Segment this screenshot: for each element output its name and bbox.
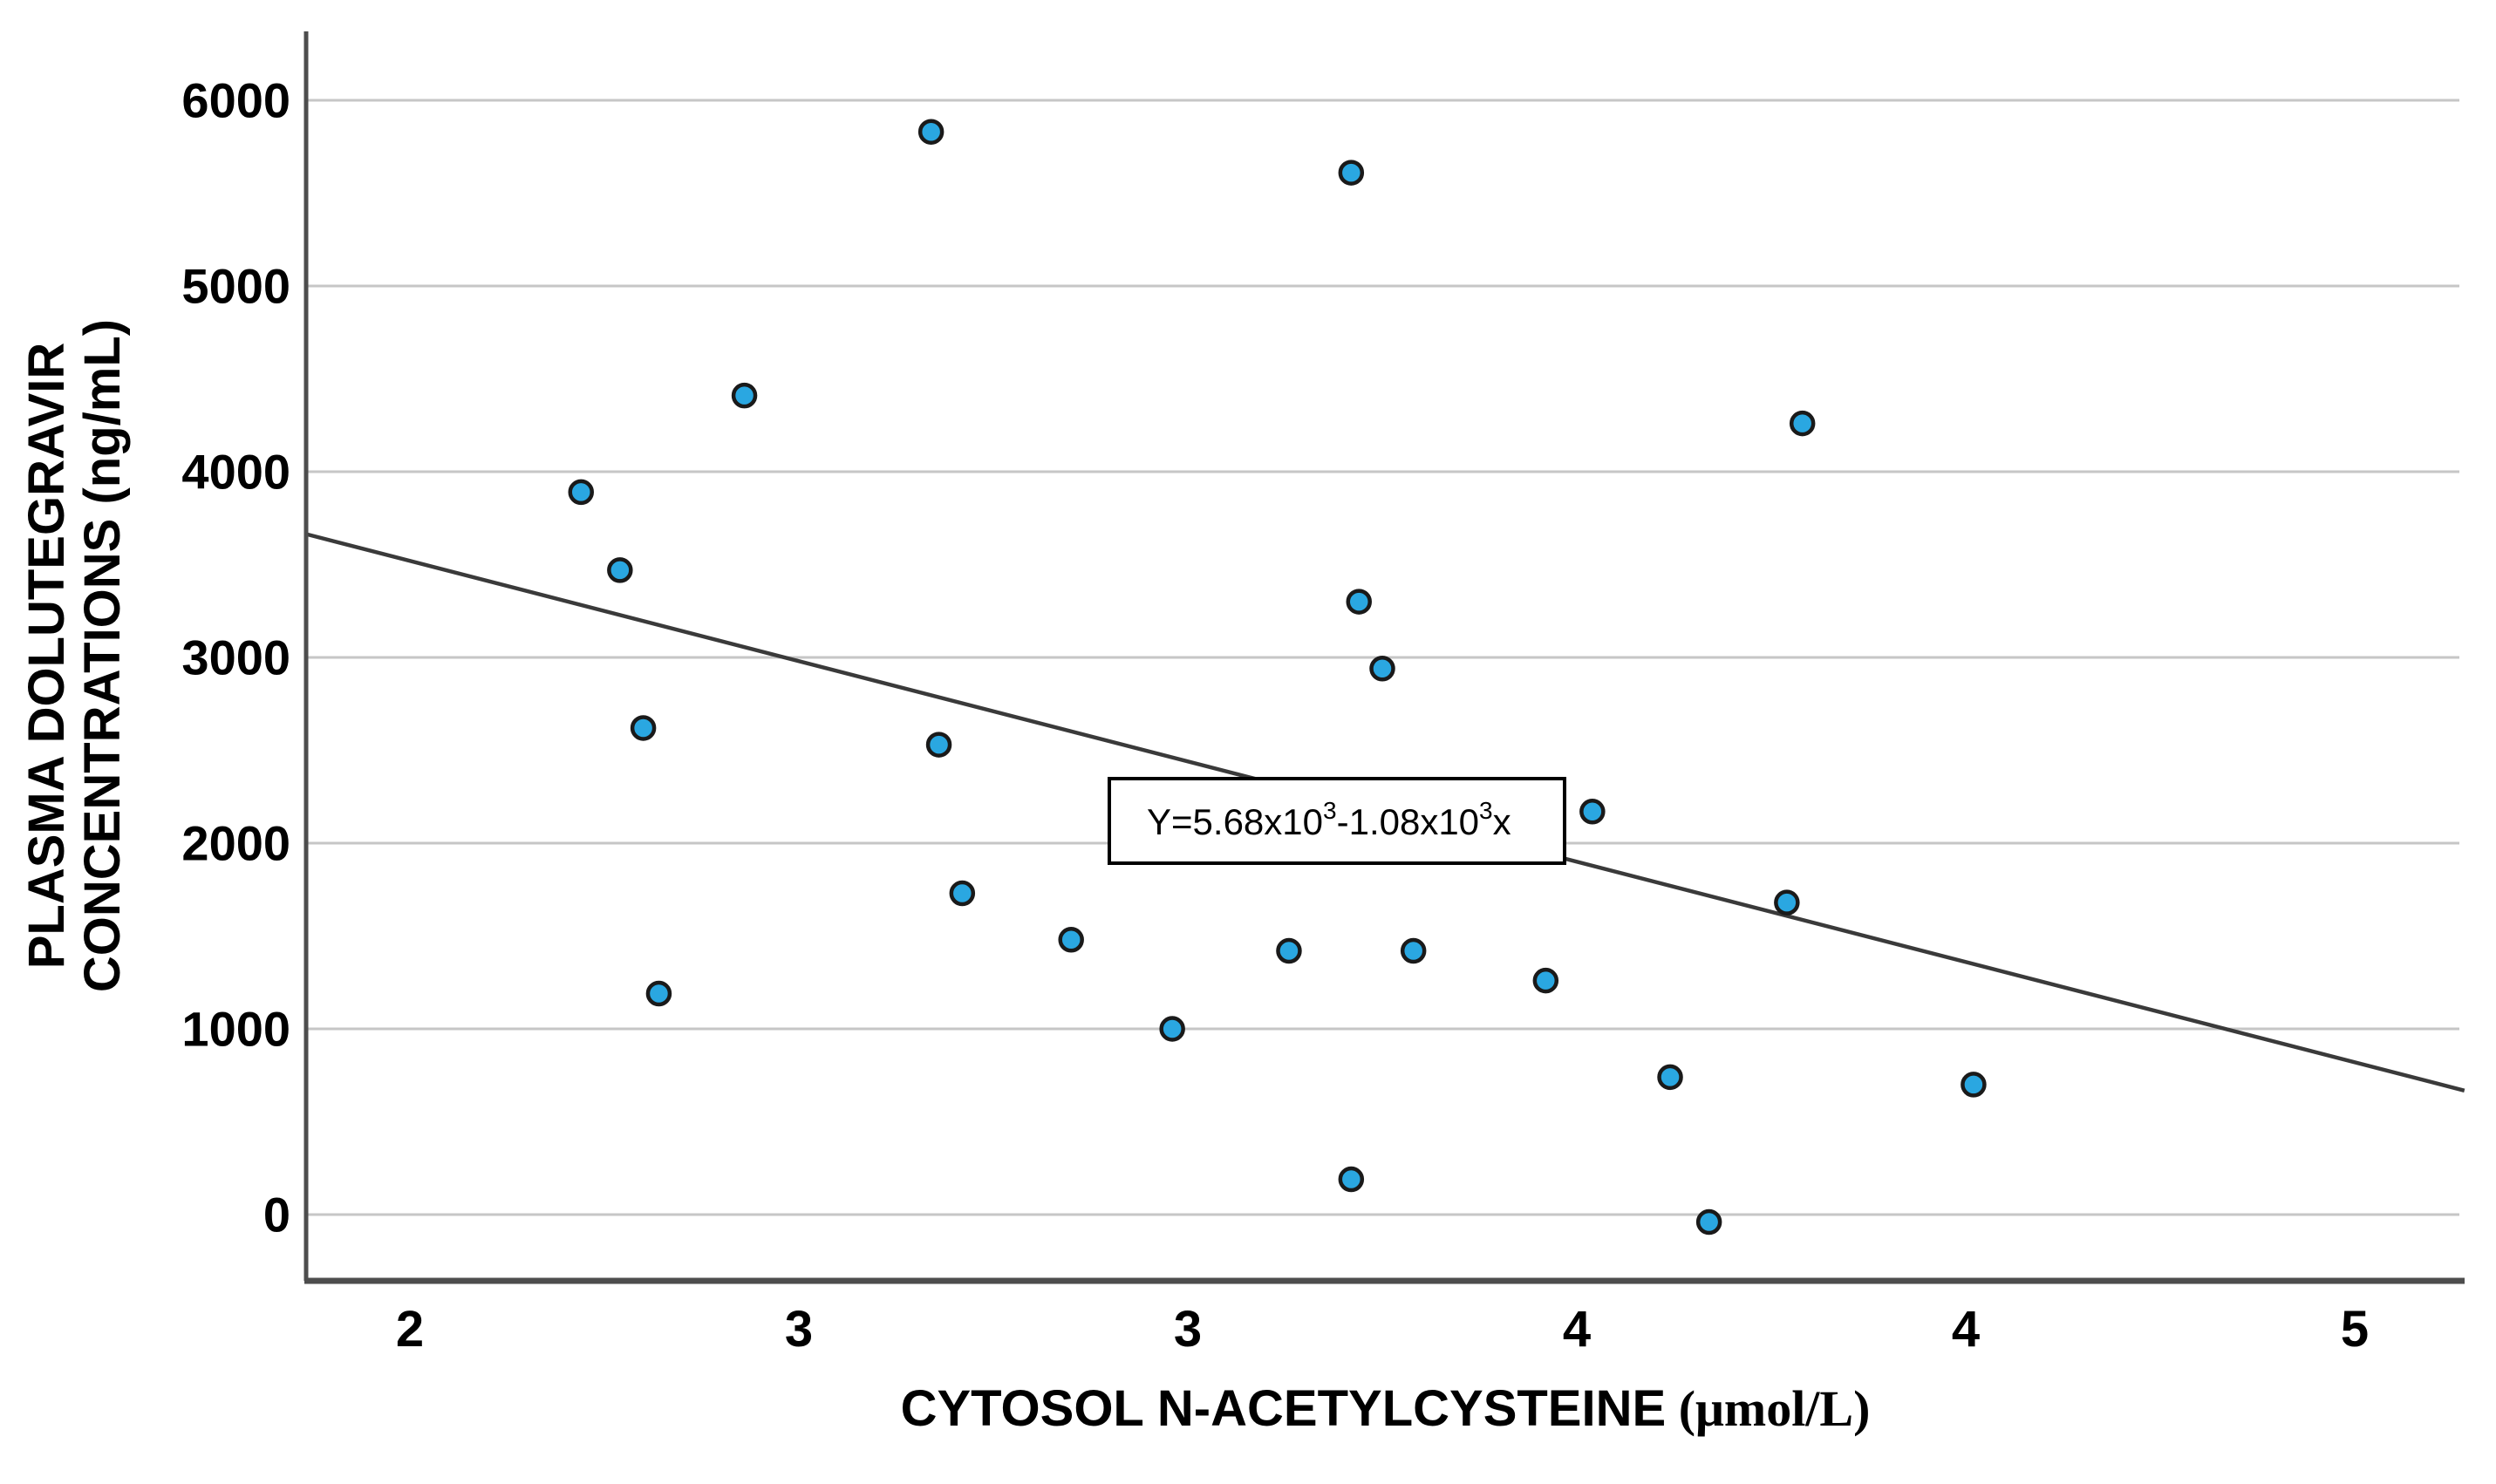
data-point — [1579, 799, 1606, 825]
data-point — [630, 715, 657, 741]
data-point — [1058, 927, 1084, 953]
y-tick-label: 1000 — [181, 1002, 290, 1057]
x-tick-label: 2 — [396, 1301, 424, 1358]
equation-label: Y=5.68x103-1.08x103x — [1147, 797, 1511, 842]
data-point — [949, 880, 976, 907]
data-point — [1774, 889, 1800, 916]
y-tick-label: 6000 — [181, 73, 290, 128]
data-point — [1369, 656, 1395, 682]
y-tick-label: 2000 — [181, 816, 290, 871]
data-point — [731, 382, 758, 409]
data-point — [1961, 1072, 1987, 1098]
data-point — [1159, 1016, 1185, 1042]
y-axis-title-line1: PLASMA DOLUTEGRAVIR — [18, 342, 75, 970]
x-tick-label: 4 — [1563, 1301, 1591, 1358]
data-point — [645, 980, 672, 1007]
y-tick-label: 4000 — [181, 445, 290, 500]
x-axis-title-main: CYTOSOL N-ACETYLCYSTEINE — [900, 1380, 1667, 1437]
data-point — [925, 732, 952, 758]
x-tick-label: 3 — [785, 1301, 813, 1358]
data-point — [1532, 967, 1559, 994]
data-point — [568, 479, 594, 506]
x-tick-label: 3 — [1174, 1301, 1202, 1358]
data-point — [917, 119, 945, 145]
y-tick-label: 0 — [263, 1188, 290, 1242]
y-axis-title: PLASMA DOLUTEGRAVIR CONCENTRATIONS (ng/m… — [18, 318, 131, 993]
y-axis-title-line2: CONCENTRATIONS (ng/mL) — [74, 318, 131, 993]
x-axis-title: CYTOSOL N-ACETYLCYSTEINE (μmol/L) — [306, 1379, 2465, 1438]
data-point — [1695, 1208, 1722, 1236]
data-point — [1657, 1064, 1683, 1091]
x-tick-label: 4 — [1952, 1301, 1980, 1358]
data-point — [1400, 937, 1427, 964]
y-tick-label: 3000 — [181, 630, 290, 685]
x-tick-label: 5 — [2341, 1301, 2369, 1358]
data-point — [1346, 589, 1372, 615]
data-point — [1338, 1166, 1365, 1193]
y-tick-label: 5000 — [181, 259, 290, 314]
x-axis-title-unit: (μmol/L) — [1666, 1380, 1871, 1437]
data-point — [607, 557, 633, 583]
equation-box — [1108, 777, 1566, 865]
data-point — [1276, 937, 1302, 964]
data-point — [1789, 410, 1816, 437]
data-point — [1338, 160, 1365, 186]
